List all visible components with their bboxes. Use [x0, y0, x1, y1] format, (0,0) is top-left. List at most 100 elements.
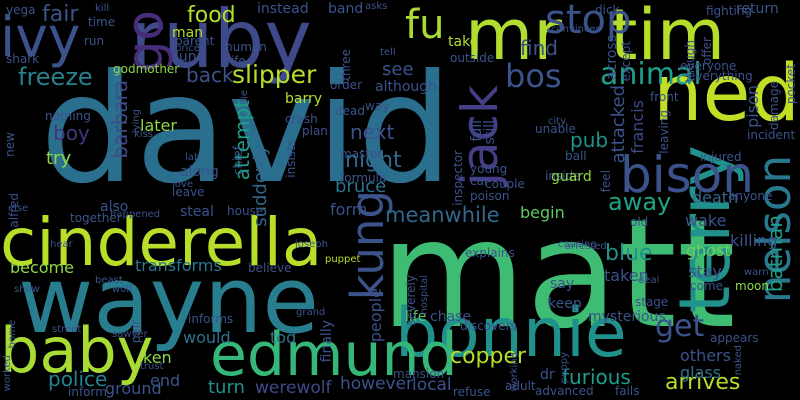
word-copper: copper — [450, 344, 527, 369]
word-try: try — [46, 148, 72, 169]
word-tim: tim — [610, 0, 726, 76]
word-adult: adult — [505, 379, 536, 393]
word-wolf: wolf — [112, 284, 133, 295]
word-furious: furious — [562, 365, 631, 389]
word-poison: poison — [470, 189, 510, 203]
word-francis: francis — [628, 100, 647, 154]
word-beast: beast — [95, 275, 123, 286]
word-food: food — [187, 3, 236, 28]
word-puppy: puppy — [559, 352, 570, 384]
word-inspector: inspector — [451, 150, 465, 206]
word-pub: pub — [570, 128, 609, 152]
word-everything: everything — [688, 69, 753, 83]
word-fighting: fighting — [706, 4, 753, 18]
word-wife: wife — [221, 54, 246, 68]
word-old: old — [630, 215, 649, 229]
word-worked: worked — [2, 355, 13, 392]
word-order: order — [330, 78, 362, 92]
word-come: come — [690, 279, 724, 293]
word-leave: leave — [172, 185, 205, 199]
word-dr: dr — [540, 367, 555, 383]
word-puppet: puppet — [325, 254, 361, 265]
word-mr: mr — [465, 0, 562, 76]
word-werewolf: werewolf — [255, 378, 332, 398]
word-incident: incident — [747, 128, 796, 142]
word-crash: crash — [285, 112, 318, 126]
word-causing: causing — [558, 239, 597, 250]
word-bonnie: bonnie — [395, 294, 627, 373]
word-meanwhile: meanwhile — [385, 203, 500, 227]
word-dick: dick — [595, 3, 620, 17]
word-form: form — [330, 200, 368, 219]
word-bison: bison — [620, 146, 754, 204]
word-fair: fair — [42, 2, 79, 27]
word-police: police — [48, 367, 108, 391]
word-bos: bos — [505, 57, 562, 95]
word-refuse: refuse — [453, 385, 491, 399]
word-also: also — [100, 199, 129, 215]
word-mansion: mansion — [393, 367, 445, 381]
word-transforms: transforms — [135, 256, 222, 275]
word-shark: shark — [6, 52, 40, 66]
word-couple: couple — [485, 177, 525, 191]
word-parent: parent — [175, 34, 215, 48]
word-stay: stay — [688, 262, 722, 281]
word-boy: boy — [53, 121, 90, 145]
word-back: back — [186, 63, 234, 87]
word-house: house — [227, 204, 264, 218]
word-band: band — [328, 1, 364, 17]
word-leaving: leaving — [657, 110, 671, 154]
word-stage: stage — [635, 295, 669, 309]
word-three: three — [339, 49, 353, 81]
word-life: life — [405, 309, 427, 325]
word-fu: fu — [405, 2, 445, 48]
word-though: though — [683, 40, 697, 83]
word-kill: kill — [95, 3, 110, 14]
word-keep: keep — [548, 296, 582, 312]
word-tell: tell — [380, 47, 396, 58]
word-moon: moon — [735, 279, 769, 293]
word-blue: blue — [605, 241, 653, 266]
word-lung: lung — [175, 49, 206, 65]
word-fails: fails — [615, 384, 640, 398]
word-feel: feel — [599, 170, 613, 193]
word-cinderella: cinderella — [0, 204, 323, 281]
word-master: master — [340, 147, 383, 161]
word-formula: formula — [340, 171, 387, 185]
word-attacked: attacked — [608, 85, 629, 164]
word-run: run — [84, 34, 105, 48]
word-time: time — [88, 15, 116, 29]
word-local: local — [412, 375, 452, 395]
word-later: later — [140, 116, 177, 135]
word-mysterious: mysterious — [588, 309, 666, 325]
word-godmother: godmother — [113, 62, 180, 76]
word-new: new — [3, 132, 17, 157]
word-dead: dead — [335, 104, 365, 118]
word-lie: lie — [239, 90, 250, 102]
word-show: show — [14, 284, 40, 295]
word-explains: explains — [465, 246, 515, 260]
word-return: return — [736, 1, 779, 17]
word-freeze: freeze — [18, 63, 93, 91]
word-become: become — [10, 258, 75, 277]
word-chief: chief — [231, 146, 245, 176]
word-arrested: arrested — [565, 241, 607, 252]
word-warn: warn — [744, 267, 769, 278]
word-matt: matt — [380, 188, 736, 362]
word-offer: offer — [700, 37, 714, 65]
word-tod: tod — [270, 328, 297, 347]
word-killing: killing — [730, 231, 778, 250]
word-ken: ken — [143, 348, 172, 367]
word-taken: taken — [604, 266, 649, 285]
word-inside: inside — [545, 169, 581, 183]
word-informs: informs — [188, 312, 234, 326]
word-man: man — [172, 25, 204, 41]
word-bruce: bruce — [335, 176, 387, 197]
word-guard: guard — [551, 169, 592, 185]
word-across: across — [604, 35, 620, 80]
word-stop: stop — [545, 0, 632, 43]
word-instead: instead — [257, 1, 309, 17]
word-street: street — [52, 324, 82, 335]
word-hear: hear — [50, 239, 73, 250]
